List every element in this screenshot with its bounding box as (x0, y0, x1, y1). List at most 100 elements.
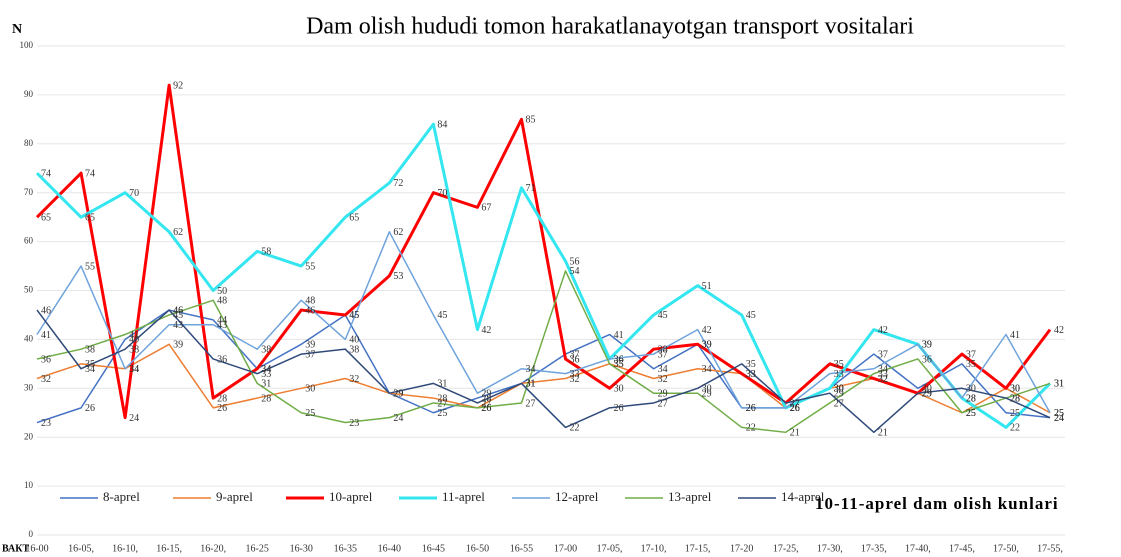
x-tick-label: 16-55 (510, 543, 533, 554)
data-label: 27 (658, 398, 668, 409)
data-label: 39 (702, 340, 712, 351)
x-tick-label: 16-20, (200, 543, 226, 554)
y-tick-label: 70 (24, 187, 34, 197)
y-tick-label: 20 (24, 431, 34, 441)
data-label: 34 (129, 364, 139, 375)
data-label: 38 (85, 344, 95, 355)
data-label: 29 (393, 388, 403, 399)
data-label: 34 (261, 364, 271, 375)
data-label: 25 (305, 408, 315, 419)
y-axis-label: N (12, 22, 22, 37)
data-label: 26 (790, 403, 800, 414)
data-label: 62 (393, 227, 403, 238)
data-label: 30 (966, 384, 976, 395)
data-label: 33 (878, 369, 888, 380)
series-line (36, 270, 1051, 434)
x-tick-label: 17-30, (817, 543, 843, 554)
data-label: 27 (437, 398, 447, 409)
data-label: 33 (261, 369, 271, 380)
data-label: 26 (746, 403, 756, 414)
data-label: 41 (1010, 330, 1020, 341)
data-label: 70 (129, 188, 139, 199)
data-label: 40 (349, 335, 359, 346)
data-label: 37 (305, 349, 315, 360)
chart-title: Dam olish hududi tomon harakatlanayotgan… (306, 14, 914, 40)
data-label: 29 (922, 388, 932, 399)
x-tick-label: 16-25 (246, 543, 269, 554)
data-label: 23 (41, 418, 51, 429)
data-label: 45 (746, 310, 756, 321)
data-label: 27 (834, 398, 844, 409)
data-label: 39 (305, 340, 315, 351)
data-label: 36 (614, 354, 624, 365)
data-label: 29 (393, 388, 403, 399)
x-tick-label: 17-25, (773, 543, 799, 554)
data-label: 50 (217, 286, 227, 297)
data-label: 31 (525, 379, 535, 390)
data-label: 35 (834, 359, 844, 370)
data-label: 46 (173, 305, 183, 316)
data-label: 21 (878, 428, 888, 439)
data-label: 25 (966, 408, 976, 419)
data-label: 27 (525, 398, 535, 409)
data-label: 71 (525, 183, 535, 194)
data-label: 70 (437, 188, 447, 199)
data-label: 42 (1054, 325, 1064, 336)
data-label: 56 (570, 256, 580, 267)
y-tick-label: 90 (24, 89, 34, 99)
data-label: 72 (393, 178, 403, 189)
data-label: 84 (437, 120, 447, 131)
data-label: 37 (966, 349, 976, 360)
data-label: 28 (261, 393, 271, 404)
data-label: 29 (658, 388, 668, 399)
data-label: 67 (481, 203, 491, 214)
data-label: 37 (878, 349, 888, 360)
legend-label: 14-aprel (781, 489, 825, 504)
data-label: 32 (878, 374, 888, 385)
data-label: 45 (349, 310, 359, 321)
data-label: 29 (834, 388, 844, 399)
data-label: 26 (217, 403, 227, 414)
data-label: 42 (702, 325, 712, 336)
data-label: 34 (525, 364, 535, 375)
x-tick-label: 17-55, (1037, 543, 1063, 554)
data-label: 41 (41, 330, 51, 341)
data-label: 53 (393, 271, 403, 282)
data-label: 30 (702, 384, 712, 395)
y-tick-label: 0 (29, 529, 34, 539)
y-tick-label: 10 (24, 480, 34, 490)
x-tick-label: 17-20 (730, 543, 753, 554)
data-label: 33 (746, 369, 756, 380)
x-tick-label: 16-40 (378, 543, 401, 554)
data-label: 33 (570, 369, 580, 380)
data-label: 26 (614, 403, 624, 414)
data-label: 28 (966, 393, 976, 404)
data-label: 28 (1010, 393, 1020, 404)
data-label: 28 (966, 393, 976, 404)
data-label: 24 (1054, 413, 1064, 424)
x-tick-label: 17-50, (993, 543, 1019, 554)
legend-label: 9-aprel (216, 489, 253, 504)
data-label: 29 (922, 388, 932, 399)
x-tick-label: 17-00 (554, 543, 577, 554)
legend-label: 13-aprel (668, 489, 712, 504)
data-label: 45 (173, 310, 183, 321)
data-label: 28 (217, 393, 227, 404)
data-label: 32 (41, 374, 51, 385)
legend-label: 8-aprel (103, 489, 140, 504)
data-label: 28 (481, 393, 491, 404)
data-label: 74 (41, 168, 51, 179)
data-label: 39 (173, 340, 183, 351)
y-tick-label: 30 (24, 382, 34, 392)
data-label: 38 (129, 344, 139, 355)
data-label: 27 (790, 398, 800, 409)
x-tick-label: 16-35 (334, 543, 357, 554)
x-tick-label: 16-10, (112, 543, 138, 554)
data-label: 29 (702, 388, 712, 399)
data-label: 29 (922, 388, 932, 399)
data-label: 48 (305, 296, 315, 307)
data-label: 37 (570, 349, 580, 360)
data-label: 39 (922, 340, 932, 351)
data-label: 26 (790, 403, 800, 414)
